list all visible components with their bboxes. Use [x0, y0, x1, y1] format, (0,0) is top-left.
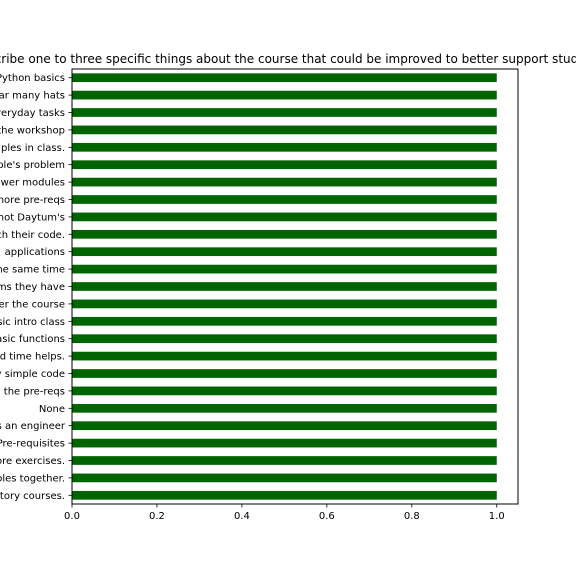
- y-tick-label: None: [39, 404, 65, 415]
- bar: [72, 177, 497, 187]
- y-tick-label: ne same time: [0, 265, 65, 276]
- bar: [72, 142, 497, 152]
- bar: [72, 369, 497, 378]
- bar: [72, 90, 497, 100]
- bars-group: [72, 73, 497, 500]
- y-tick-label: s an engineer: [0, 421, 66, 432]
- y-tick-label: ms they have: [0, 282, 65, 293]
- bar: [72, 351, 497, 361]
- y-tick-label: y simple code: [0, 369, 65, 380]
- bar: [72, 421, 497, 431]
- x-tick-label: 0.8: [404, 511, 420, 522]
- y-tick-label: oles together.: [0, 473, 65, 484]
- bar: [72, 195, 497, 204]
- x-tick-label: 1.0: [489, 511, 505, 522]
- y-tick-label: ewer modules: [0, 178, 65, 189]
- bar: [72, 212, 497, 222]
- y-tick-label: sic intro class: [0, 317, 65, 328]
- x-tick-label: 0.2: [149, 511, 165, 522]
- bar: [72, 264, 497, 274]
- y-tick-label: the pre-reqs: [4, 386, 65, 397]
- bar: [72, 108, 497, 117]
- y-axis-ticks: Python basics ar many hats veryday tasks th…: [0, 73, 72, 502]
- y-tick-label: d time helps.: [0, 352, 65, 363]
- bar: [72, 438, 497, 448]
- bar: [72, 473, 497, 483]
- bar: [72, 247, 497, 257]
- y-tick-label: tory courses.: [0, 491, 65, 502]
- y-tick-label: ore exercises.: [0, 456, 65, 467]
- bar: [72, 386, 497, 396]
- bar: [72, 229, 497, 239]
- bar: [72, 334, 497, 344]
- x-tick-label: 0.4: [234, 511, 250, 522]
- y-tick-label: veryday tasks: [0, 108, 65, 119]
- bar: [72, 403, 497, 413]
- bar: [72, 160, 497, 170]
- y-tick-label: not Daytum's: [0, 212, 65, 223]
- y-tick-label: er the course: [0, 299, 65, 310]
- bar: [72, 125, 497, 135]
- y-tick-label: the workshop: [0, 125, 65, 136]
- bar: [72, 282, 497, 291]
- bar: [72, 73, 497, 83]
- y-tick-label: ch their code.: [0, 230, 65, 241]
- y-tick-label: ar many hats: [0, 91, 65, 102]
- x-tick-label: 0.0: [64, 511, 80, 522]
- bar: [72, 456, 497, 465]
- bar: [72, 490, 497, 500]
- y-tick-label: nore pre-reqs: [0, 195, 65, 206]
- y-tick-label: asic functions: [0, 334, 65, 345]
- y-tick-label: applications: [5, 247, 65, 258]
- y-tick-label: ples in class.: [1, 143, 65, 154]
- y-tick-label: Pre-requisites: [0, 439, 65, 450]
- bar: [72, 299, 497, 309]
- bar: [72, 316, 497, 326]
- y-tick-label: ple's problem: [0, 160, 65, 171]
- chart-title: Describe one to three specific things ab…: [0, 52, 576, 66]
- y-tick-label: Python basics: [0, 73, 65, 84]
- plot-frame: [71, 68, 519, 505]
- x-tick-label: 0.6: [319, 511, 335, 522]
- x-axis-ticks: 0.0 0.2 0.4 0.6 0.8 1.0: [64, 504, 505, 522]
